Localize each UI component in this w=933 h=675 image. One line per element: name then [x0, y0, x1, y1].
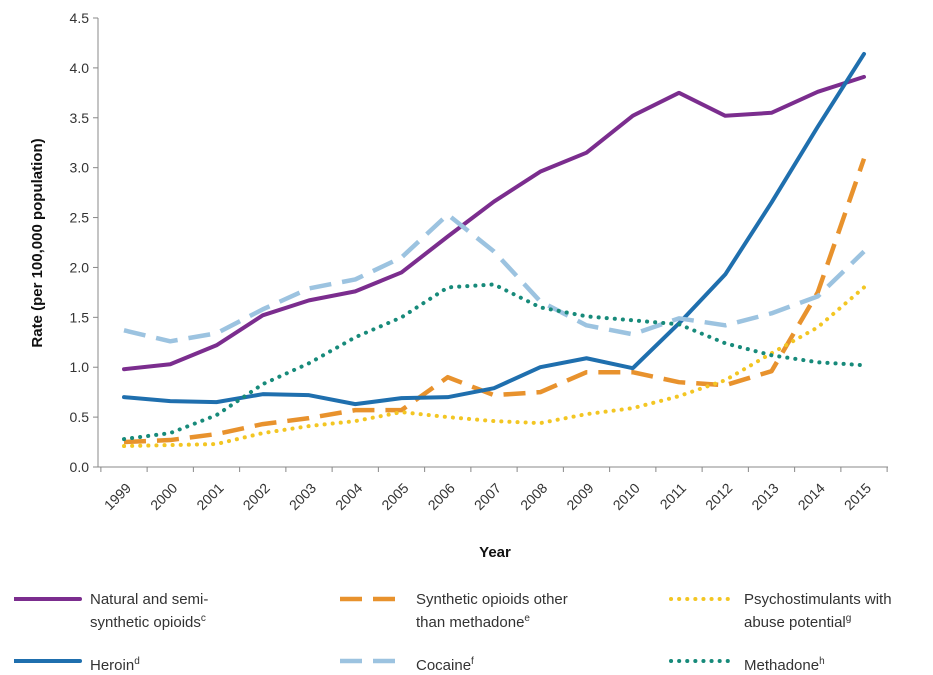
y-tick-label: 2.0: [70, 259, 90, 275]
legend-label: Synthetic opioids other than methadonee: [416, 590, 568, 632]
y-tick-label: 1.0: [70, 359, 90, 375]
legend-label-text: synthetic opioids: [90, 614, 201, 631]
legend-item: Synthetic opioids other than methadonee: [340, 590, 568, 632]
legend-label-text: Cocaine: [416, 657, 472, 674]
legend-label: Heroind: [90, 652, 140, 675]
y-tick-label: 4.0: [70, 60, 90, 76]
legend-label-text: than methadone: [416, 614, 525, 631]
legend-footnote-marker: g: [845, 613, 852, 624]
legend-label-line: Heroind: [90, 652, 140, 675]
legend-item: Natural and semi-synthetic opioidsc: [14, 590, 208, 632]
y-tick-label: 0.0: [70, 459, 90, 475]
legend-swatch: [14, 597, 82, 601]
x-tick-label: 2012: [702, 480, 735, 513]
x-tick-label: 2014: [795, 480, 828, 513]
legend-label-text: Natural and semi-: [90, 591, 209, 608]
y-tick-label: 0.5: [70, 409, 90, 425]
x-tick-label: 2005: [378, 480, 411, 513]
legend-label-line: Methadoneh: [744, 652, 825, 675]
legend-label-line: Cocainef: [416, 652, 474, 675]
x-tick-label: 2013: [748, 480, 781, 513]
x-axis: 1999 2000 2001 2002 2003 2004 2005 2006 2007 2008…: [98, 466, 888, 513]
legend-item: Cocainef: [340, 652, 474, 675]
x-tick-label: 2007: [471, 480, 504, 513]
y-tick-label: 1.5: [70, 309, 90, 325]
x-tick-label: 2003: [286, 480, 319, 513]
legend-swatch: [669, 597, 736, 601]
series-line-methadone: [122, 282, 866, 442]
legend-label-text: Heroin: [90, 657, 135, 674]
legend-label-line: synthetic opioidsc: [90, 609, 208, 632]
series-line-natural-and-semi-synthetic-opioids: [122, 74, 866, 372]
x-tick-label: 2009: [563, 480, 596, 513]
y-axis-title: Rate (per 100,000 population): [29, 138, 46, 347]
x-tick-label: 2010: [610, 480, 643, 513]
legend-swatch: [340, 658, 406, 664]
legend-label-line: Psychostimulants with: [744, 590, 892, 609]
x-tick-label: 2011: [657, 480, 690, 513]
legend-label: Natural and semi-synthetic opioidsc: [90, 590, 208, 632]
series-lines: [122, 51, 867, 449]
x-tick-label: 2001: [193, 480, 226, 513]
legend-label-text: Psychostimulants with: [744, 591, 892, 608]
legend-label-line: than methadonee: [416, 609, 568, 632]
legend-label-line: abuse potentialg: [744, 609, 892, 632]
x-tick-label: 2000: [147, 480, 180, 513]
x-tick-label: 1999: [101, 480, 134, 513]
legend-label-line: Natural and semi-: [90, 590, 208, 609]
legend-item: Psychostimulants with abuse potentialg: [668, 590, 892, 632]
legend-footnote-marker: f: [471, 656, 474, 667]
y-tick-label: 3.5: [70, 110, 90, 126]
legend-swatch: [14, 659, 82, 663]
x-tick-label: 2006: [425, 480, 458, 513]
legend-label: Psychostimulants with abuse potentialg: [744, 590, 892, 632]
legend-swatch: [340, 596, 406, 602]
series-line-psychostimulants-with-abuse-potential: [122, 285, 866, 449]
series-line-synthetic-opioids-other-than-methadone: [123, 157, 867, 445]
y-tick-label: 3.0: [70, 160, 90, 176]
series-line-heroin: [122, 51, 866, 407]
legend-footnote-marker: c: [200, 613, 206, 624]
legend-label: Cocainef: [416, 652, 474, 675]
y-tick-label: 2.5: [70, 210, 90, 226]
series-line-cocaine: [123, 212, 866, 344]
legend-footnote-marker: d: [134, 656, 140, 667]
legend-item: Heroind: [14, 652, 140, 675]
legend-label-text: Methadone: [744, 657, 820, 674]
x-tick-label: 2002: [240, 480, 273, 513]
x-tick-label: 2004: [332, 480, 365, 513]
legend-label-line: Synthetic opioids other: [416, 590, 568, 609]
x-axis-title: Year: [479, 544, 511, 561]
legend-item: Methadoneh: [668, 652, 825, 675]
x-tick-label: 2008: [517, 480, 550, 513]
legend-label-text: abuse potential: [744, 614, 846, 631]
legend-label: Methadoneh: [744, 652, 825, 675]
y-axis: 0.0 0.5 1.0 1.5 2.0 2.5 3.0 3.5 4.0 4.5: [70, 10, 99, 475]
legend-label-text: Synthetic opioids other: [416, 591, 568, 608]
x-tick-label: 2015: [841, 480, 874, 513]
legend-footnote-marker: h: [819, 656, 825, 667]
y-tick-label: 4.5: [70, 10, 90, 26]
legend-swatch: [669, 659, 736, 663]
line-chart: 0.0 0.5 1.0 1.5 2.0 2.5 3.0 3.5 4.0 4.5 1999 2000 2…: [29, 10, 888, 561]
legend-footnote-marker: e: [524, 613, 530, 624]
